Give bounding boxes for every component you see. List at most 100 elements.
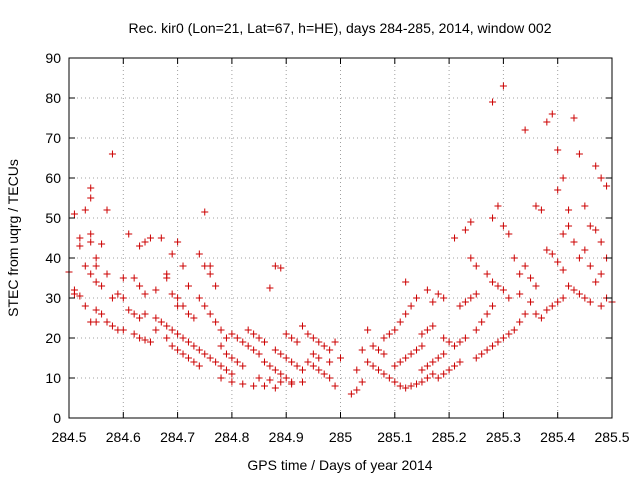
x-tick-label: 284.8 [214, 429, 249, 445]
data-point [119, 294, 127, 302]
data-point [418, 330, 426, 338]
data-point [402, 310, 410, 318]
y-tick-label: 50 [45, 210, 61, 226]
data-point [250, 330, 258, 338]
data-point [157, 234, 165, 242]
data-point [418, 378, 426, 386]
data-point [76, 234, 84, 242]
data-point [98, 282, 106, 290]
y-tick-label: 20 [45, 330, 61, 346]
data-point [543, 306, 551, 314]
data-point [565, 282, 573, 290]
data-point [494, 282, 502, 290]
data-point [570, 238, 578, 246]
data-point [288, 358, 296, 366]
data-point [472, 354, 480, 362]
data-point [206, 310, 214, 318]
data-point [543, 246, 551, 254]
data-point [179, 262, 187, 270]
data-point [418, 366, 426, 374]
data-point [429, 358, 437, 366]
data-point [152, 286, 160, 294]
data-point [581, 294, 589, 302]
data-point [304, 358, 312, 366]
x-tick-label: 285.1 [377, 429, 412, 445]
data-point [239, 338, 247, 346]
y-tick-label: 90 [45, 50, 61, 66]
data-point [108, 294, 116, 302]
data-point [87, 194, 95, 202]
data-point [597, 174, 605, 182]
data-point [516, 290, 524, 298]
x-tick-label: 285.4 [540, 429, 575, 445]
data-point [407, 302, 415, 310]
x-tick-label: 284.5 [51, 429, 86, 445]
data-point [320, 342, 328, 350]
data-point [260, 358, 268, 366]
data-point [575, 290, 583, 298]
data-point [489, 302, 497, 310]
data-point [277, 350, 285, 358]
data-point [309, 362, 317, 370]
data-point [217, 326, 225, 334]
data-point [489, 278, 497, 286]
data-point [76, 292, 84, 300]
data-point [92, 318, 100, 326]
data-point [581, 202, 589, 210]
data-point [141, 290, 149, 298]
data-point [532, 282, 540, 290]
data-point [380, 334, 388, 342]
data-point [489, 342, 497, 350]
data-point [92, 306, 100, 314]
data-point [461, 298, 469, 306]
data-point [353, 366, 361, 374]
data-point [478, 318, 486, 326]
data-point [586, 262, 594, 270]
data-point [92, 262, 100, 270]
data-point [499, 222, 507, 230]
data-point [358, 378, 366, 386]
x-tick-label: 285.3 [486, 429, 521, 445]
data-point [413, 294, 421, 302]
data-point [445, 366, 453, 374]
y-tick-label: 40 [45, 250, 61, 266]
data-point [195, 294, 203, 302]
plot-frame [68, 57, 613, 419]
data-point [293, 338, 301, 346]
axis-layer: 284.5 284.6 284.7 284.8 284.9 285 285.1 285.2 28… [45, 50, 629, 445]
data-point [288, 380, 296, 388]
data-point [429, 298, 437, 306]
data-point [570, 286, 578, 294]
data-point [347, 390, 355, 398]
data-point [87, 238, 95, 246]
data-point [527, 274, 535, 282]
data-point [304, 330, 312, 338]
data-point [228, 378, 236, 386]
data-point [434, 354, 442, 362]
data-point [152, 314, 160, 322]
data-point [440, 334, 448, 342]
data-point [505, 330, 513, 338]
data-point [98, 310, 106, 318]
data-point [472, 290, 480, 298]
data-point [298, 322, 306, 330]
data-point [190, 314, 198, 322]
data-point [103, 318, 111, 326]
data-point [331, 382, 339, 390]
data-point [467, 254, 475, 262]
data-point [597, 302, 605, 310]
data-point [565, 222, 573, 230]
data-point [499, 334, 507, 342]
data-point [516, 270, 524, 278]
data-point [532, 202, 540, 210]
data-point [239, 380, 247, 388]
data-point [499, 82, 507, 90]
data-point [413, 380, 421, 388]
data-point [266, 376, 274, 384]
data-point [472, 326, 480, 334]
data-point [592, 278, 600, 286]
data-point [174, 346, 182, 354]
data-point [418, 342, 426, 350]
data-point [255, 374, 263, 382]
data-point [396, 318, 404, 326]
